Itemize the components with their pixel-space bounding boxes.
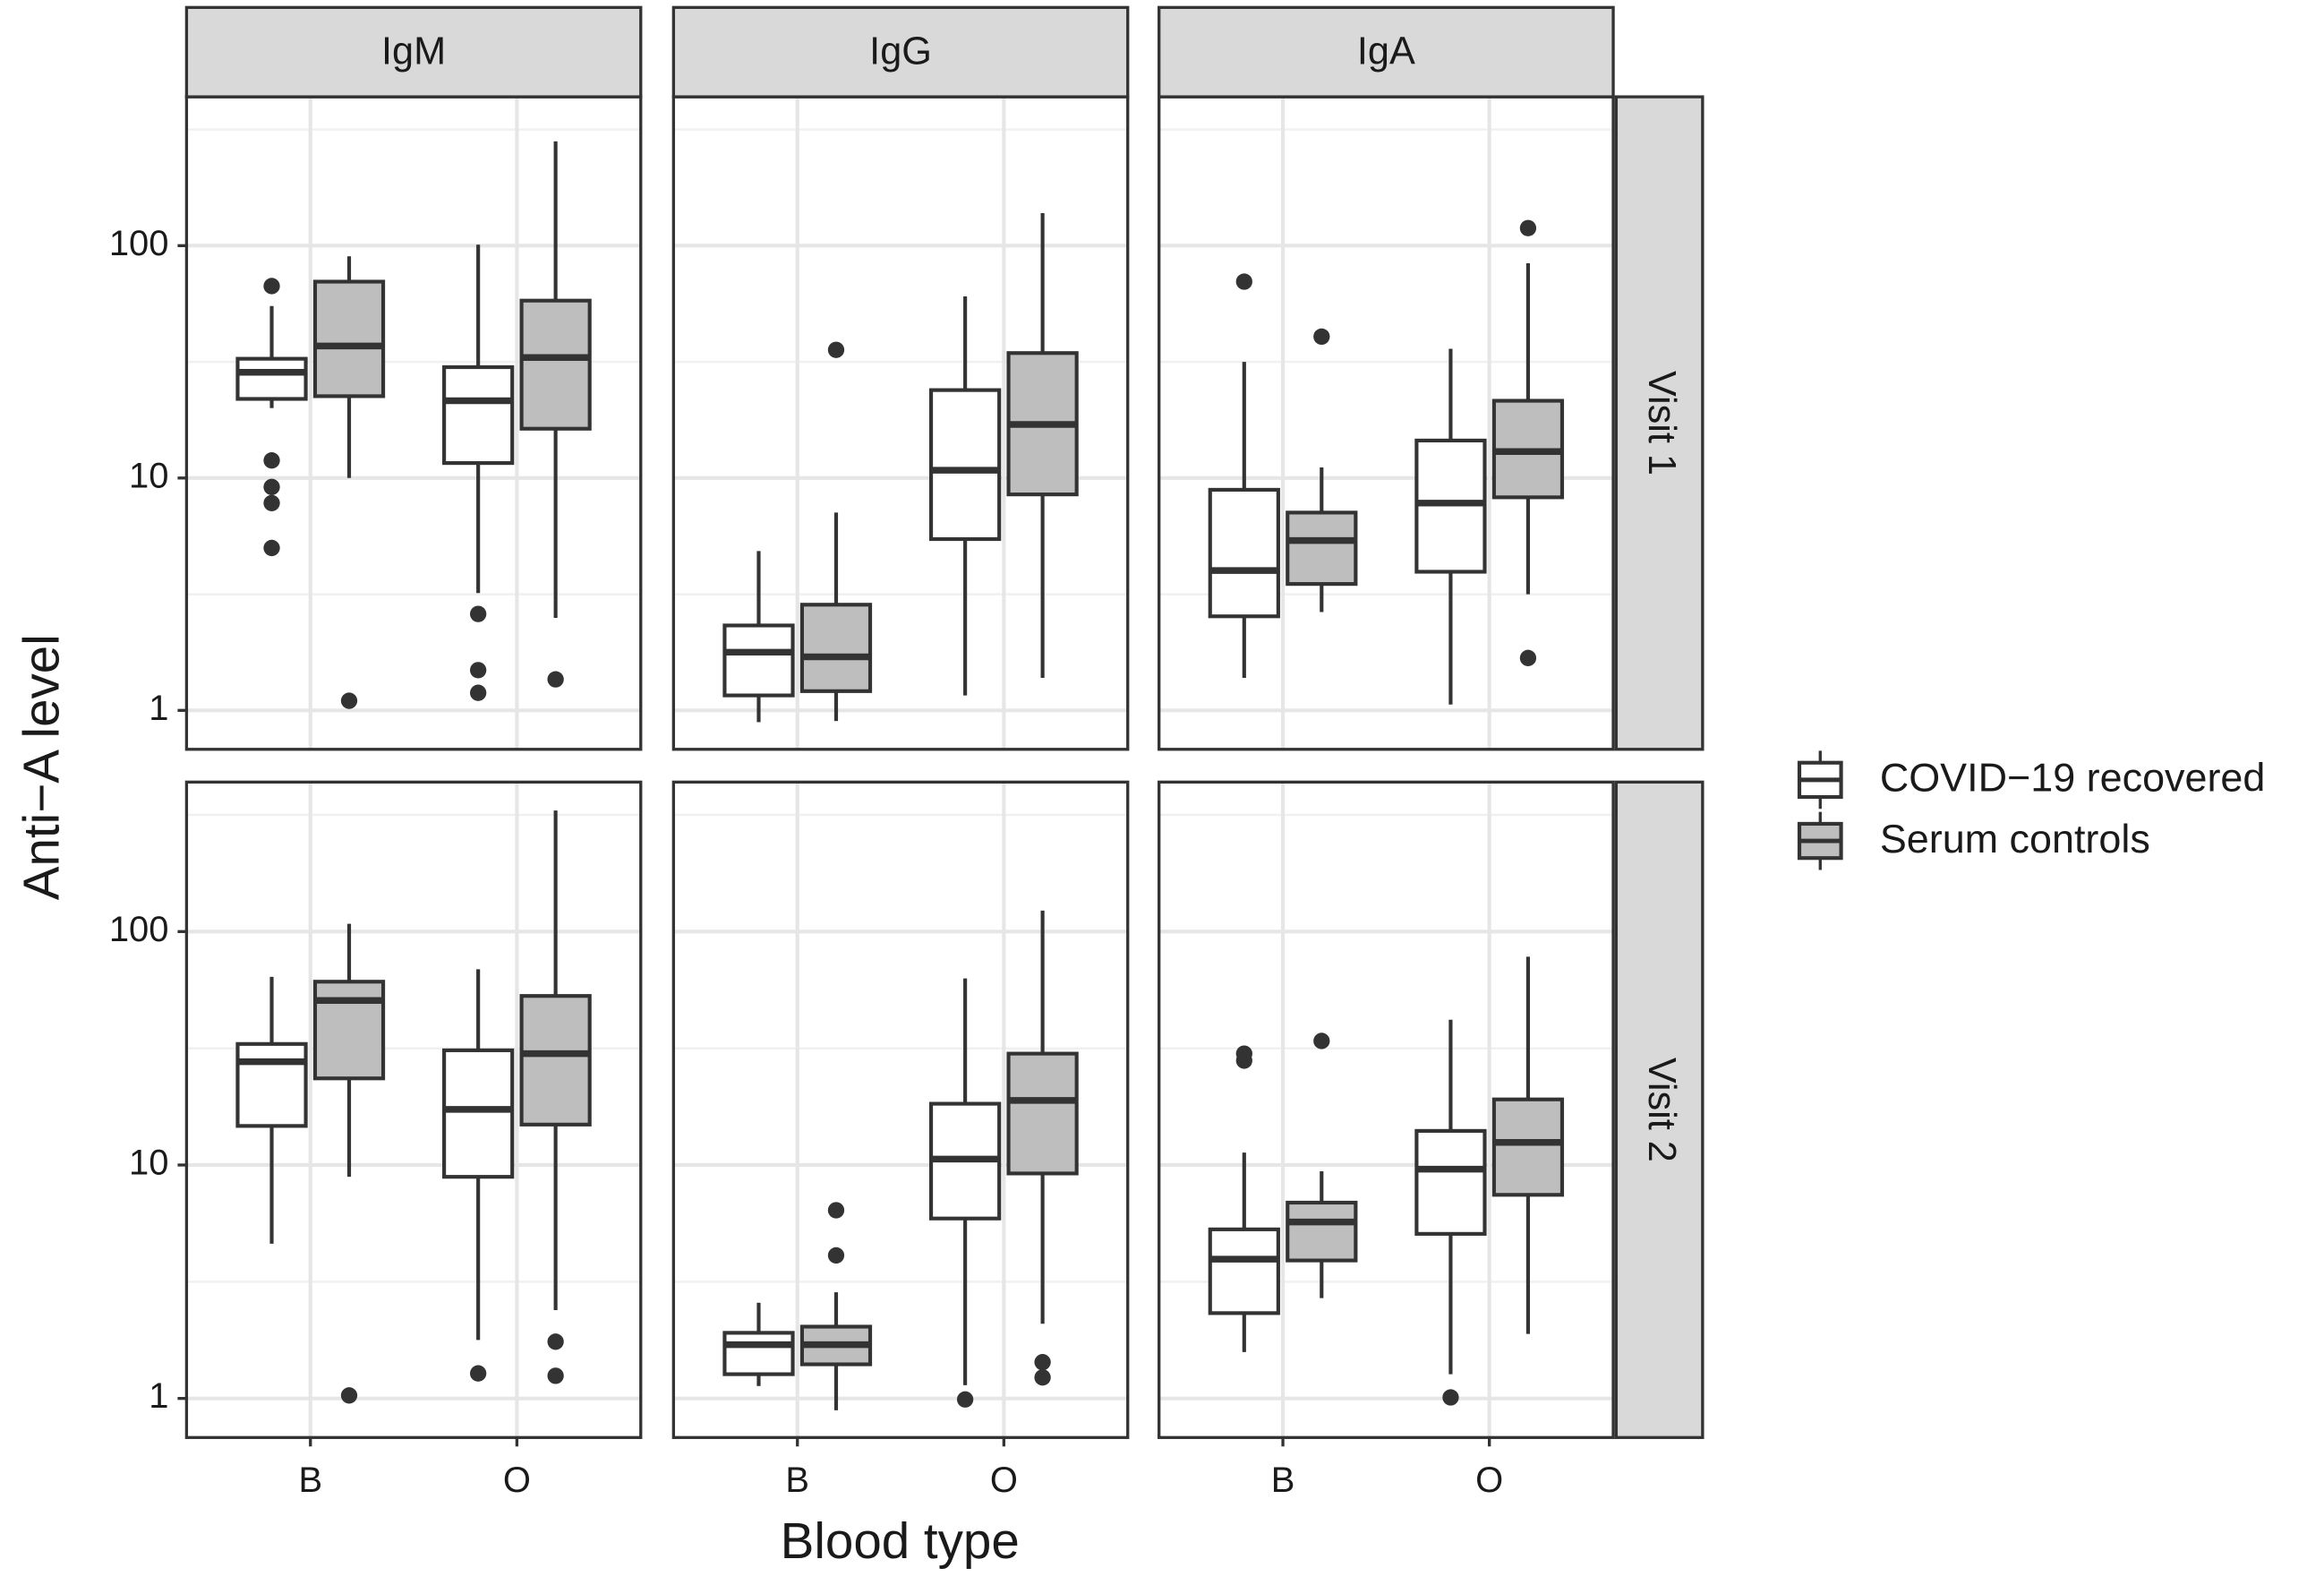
outlier bbox=[469, 684, 487, 701]
facet-label: IgA bbox=[1357, 30, 1415, 73]
x-tick-label: B bbox=[298, 1461, 322, 1500]
facet-label: IgG bbox=[869, 30, 932, 73]
x-tick-label: B bbox=[785, 1461, 809, 1500]
x-tick-label: O bbox=[503, 1461, 531, 1500]
facet-strip bbox=[671, 5, 1130, 99]
box bbox=[1208, 487, 1280, 619]
x-tick-label: B bbox=[1271, 1461, 1295, 1500]
outlier bbox=[827, 1202, 845, 1219]
outlier bbox=[469, 1365, 487, 1382]
outlier bbox=[1313, 1032, 1330, 1050]
box bbox=[1414, 1128, 1487, 1236]
y-tick-label: 1 bbox=[149, 1376, 168, 1416]
box bbox=[235, 1041, 308, 1128]
y-tick-label: 10 bbox=[129, 456, 168, 495]
facet-strip bbox=[184, 5, 643, 99]
panel-border bbox=[1158, 780, 1615, 1439]
panel-border bbox=[671, 780, 1130, 1439]
facet-strip bbox=[1614, 95, 1705, 751]
legend-label: COVID−19 recovered bbox=[1880, 755, 2266, 801]
facet-label: Visit 2 bbox=[1640, 1058, 1683, 1162]
y-axis-title: Anti−A level bbox=[13, 634, 69, 900]
box bbox=[312, 279, 386, 398]
outlier bbox=[547, 671, 564, 688]
box bbox=[312, 980, 386, 1081]
outlier bbox=[547, 1367, 564, 1384]
outlier bbox=[547, 1333, 564, 1350]
box bbox=[442, 1048, 515, 1179]
box bbox=[722, 1331, 795, 1376]
box bbox=[1286, 1200, 1358, 1263]
outlier bbox=[1519, 649, 1537, 666]
outlier bbox=[1235, 1052, 1252, 1069]
outlier bbox=[469, 662, 487, 679]
outlier bbox=[1034, 1369, 1051, 1386]
y-tick-label: 10 bbox=[129, 1144, 168, 1183]
box bbox=[519, 994, 592, 1127]
outlier bbox=[340, 692, 358, 709]
outlier bbox=[263, 278, 280, 295]
outlier bbox=[340, 1387, 358, 1404]
y-tick-label: 100 bbox=[109, 910, 169, 949]
facet-label: Visit 1 bbox=[1640, 371, 1683, 476]
panel-border bbox=[184, 780, 643, 1439]
x-axis-title: Blood type bbox=[781, 1512, 1020, 1569]
facet-label: IgM bbox=[381, 30, 446, 73]
outlier bbox=[827, 1247, 845, 1264]
y-tick-label: 1 bbox=[149, 689, 168, 728]
x-tick-label: O bbox=[990, 1461, 1018, 1500]
box bbox=[1006, 1051, 1079, 1176]
outlier bbox=[263, 539, 280, 557]
box bbox=[442, 364, 515, 466]
box bbox=[1208, 1227, 1280, 1315]
outlier bbox=[263, 452, 280, 469]
y-tick-label: 100 bbox=[109, 224, 169, 263]
outlier bbox=[263, 494, 280, 511]
outlier bbox=[1442, 1389, 1459, 1406]
outlier bbox=[956, 1391, 974, 1408]
box bbox=[799, 603, 873, 693]
outlier bbox=[827, 341, 845, 358]
box bbox=[519, 298, 592, 431]
facet-strip bbox=[1158, 5, 1615, 99]
box bbox=[722, 623, 795, 698]
outlier bbox=[1034, 1354, 1051, 1371]
outlier bbox=[469, 605, 487, 622]
x-tick-label: O bbox=[1475, 1461, 1503, 1500]
outlier bbox=[1235, 273, 1252, 290]
outlier bbox=[1313, 328, 1330, 346]
legend-label: Serum controls bbox=[1880, 816, 2150, 861]
facet-strip bbox=[1614, 780, 1705, 1439]
box bbox=[235, 356, 308, 401]
box bbox=[1286, 510, 1358, 587]
box bbox=[1491, 1097, 1565, 1197]
box bbox=[928, 388, 1002, 542]
outlier bbox=[1519, 219, 1537, 236]
outlier bbox=[263, 478, 280, 495]
